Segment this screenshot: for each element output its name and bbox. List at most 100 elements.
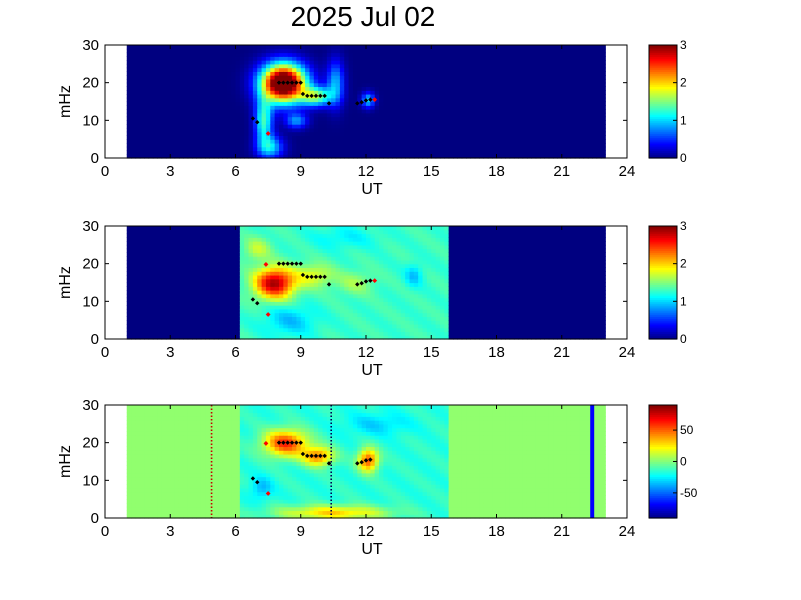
- heatmap-cell: [392, 142, 398, 148]
- heatmap-cell: [305, 142, 311, 148]
- heatmap-cell: [279, 316, 284, 321]
- heatmap-cell: [131, 327, 137, 333]
- heatmap-cell: [252, 290, 258, 295]
- heatmap-cell: [470, 78, 476, 84]
- heatmap-cell: [522, 112, 528, 118]
- heatmap-cell: [296, 229, 302, 235]
- heatmap-cell: [513, 112, 519, 118]
- heatmap-cell: [339, 301, 345, 306]
- heatmap-cell: [570, 56, 576, 61]
- heatmap-cell: [326, 320, 332, 325]
- heatmap-cell: [187, 78, 193, 84]
- heatmap-cell: [274, 116, 280, 121]
- heatmap-cell: [387, 90, 393, 95]
- heatmap-cell: [187, 323, 193, 329]
- heatmap-cell: [383, 154, 389, 159]
- heatmap-cell: [178, 252, 184, 257]
- heatmap-cell: [492, 52, 498, 57]
- heatmap-cell: [248, 131, 254, 136]
- heatmap-cell: [500, 124, 506, 129]
- heatmap-cell: [579, 150, 585, 155]
- heatmap-cell: [222, 86, 228, 91]
- heatmap-cell: [339, 101, 345, 106]
- heatmap-cell: [557, 78, 563, 84]
- heatmap-cell: [192, 86, 197, 91]
- heatmap-cell: [344, 308, 350, 314]
- heatmap-cell: [492, 82, 498, 88]
- heatmap-cell: [261, 252, 267, 257]
- x-tick-label: 15: [423, 163, 440, 180]
- heatmap-cell: [348, 82, 354, 88]
- heatmap-cell: [244, 75, 250, 80]
- heatmap-cell: [405, 45, 411, 50]
- heatmap-cell: [492, 97, 498, 103]
- heatmap-cell: [200, 263, 206, 269]
- heatmap-cell: [139, 274, 145, 280]
- heatmap-cell: [526, 109, 532, 114]
- heatmap-cell: [313, 52, 319, 57]
- heatmap-cell: [596, 45, 602, 50]
- heatmap-cell: [248, 267, 254, 272]
- heatmap-cell: [296, 90, 302, 95]
- heatmap-cell: [448, 71, 454, 76]
- heatmap-cell: [361, 142, 367, 148]
- heatmap-cell: [135, 271, 141, 276]
- heatmap-cell: [292, 320, 297, 325]
- heatmap-cell: [483, 131, 489, 136]
- heatmap-cell: [553, 139, 558, 144]
- heatmap-cell: [474, 105, 480, 110]
- heatmap-cell: [548, 78, 554, 84]
- heatmap-cell: [322, 97, 328, 103]
- heatmap-cell: [409, 112, 415, 118]
- colorbar-swatch: [649, 92, 677, 95]
- heatmap-cell: [235, 63, 241, 69]
- heatmap-cell: [183, 93, 189, 99]
- heatmap-cell: [292, 127, 297, 133]
- heatmap-cell: [196, 290, 202, 295]
- heatmap-cell: [448, 154, 454, 159]
- heatmap-cell: [239, 252, 245, 257]
- heatmap-cell: [383, 45, 389, 50]
- heatmap-cell: [331, 301, 337, 306]
- heatmap-cell: [483, 127, 489, 133]
- heatmap-cell: [553, 97, 558, 103]
- heatmap-cell: [274, 146, 280, 152]
- heatmap-cell: [187, 135, 193, 140]
- heatmap-cell: [470, 45, 476, 50]
- heatmap-cell: [413, 60, 419, 65]
- heatmap-cell: [139, 131, 145, 136]
- heatmap-cell: [396, 116, 402, 121]
- heatmap-cell: [431, 75, 437, 80]
- heatmap-cell: [131, 312, 137, 317]
- heatmap-cell: [226, 305, 232, 310]
- heatmap-cell: [335, 116, 341, 121]
- heatmap-cell: [457, 67, 463, 72]
- heatmap-cell: [566, 86, 572, 91]
- heatmap-cell: [322, 105, 328, 110]
- heatmap-cell: [178, 90, 184, 95]
- heatmap-cell: [374, 109, 380, 114]
- heatmap-cell: [265, 252, 271, 257]
- heatmap-cell: [535, 63, 541, 69]
- x-tick-label: 0: [101, 163, 109, 180]
- heatmap-cell: [248, 112, 254, 118]
- heatmap-cell: [313, 335, 319, 340]
- heatmap-cell: [322, 267, 328, 272]
- heatmap-cell: [213, 86, 219, 91]
- heatmap-cell: [239, 150, 245, 155]
- heatmap-cell: [392, 78, 398, 84]
- heatmap-cell: [566, 82, 572, 88]
- colorbar-swatch: [649, 135, 677, 138]
- heatmap-cell: [183, 290, 189, 295]
- heatmap-cell: [265, 90, 271, 95]
- heatmap-cell: [461, 86, 467, 91]
- heatmap-cell: [274, 233, 280, 238]
- heatmap-cell: [209, 244, 215, 250]
- heatmap-cell: [396, 67, 402, 72]
- heatmap-cell: [200, 97, 206, 103]
- heatmap-cell: [161, 290, 167, 295]
- heatmap-cell: [257, 241, 263, 246]
- heatmap-cell: [383, 131, 389, 136]
- heatmap-cell: [422, 150, 428, 155]
- heatmap-cell: [339, 52, 345, 57]
